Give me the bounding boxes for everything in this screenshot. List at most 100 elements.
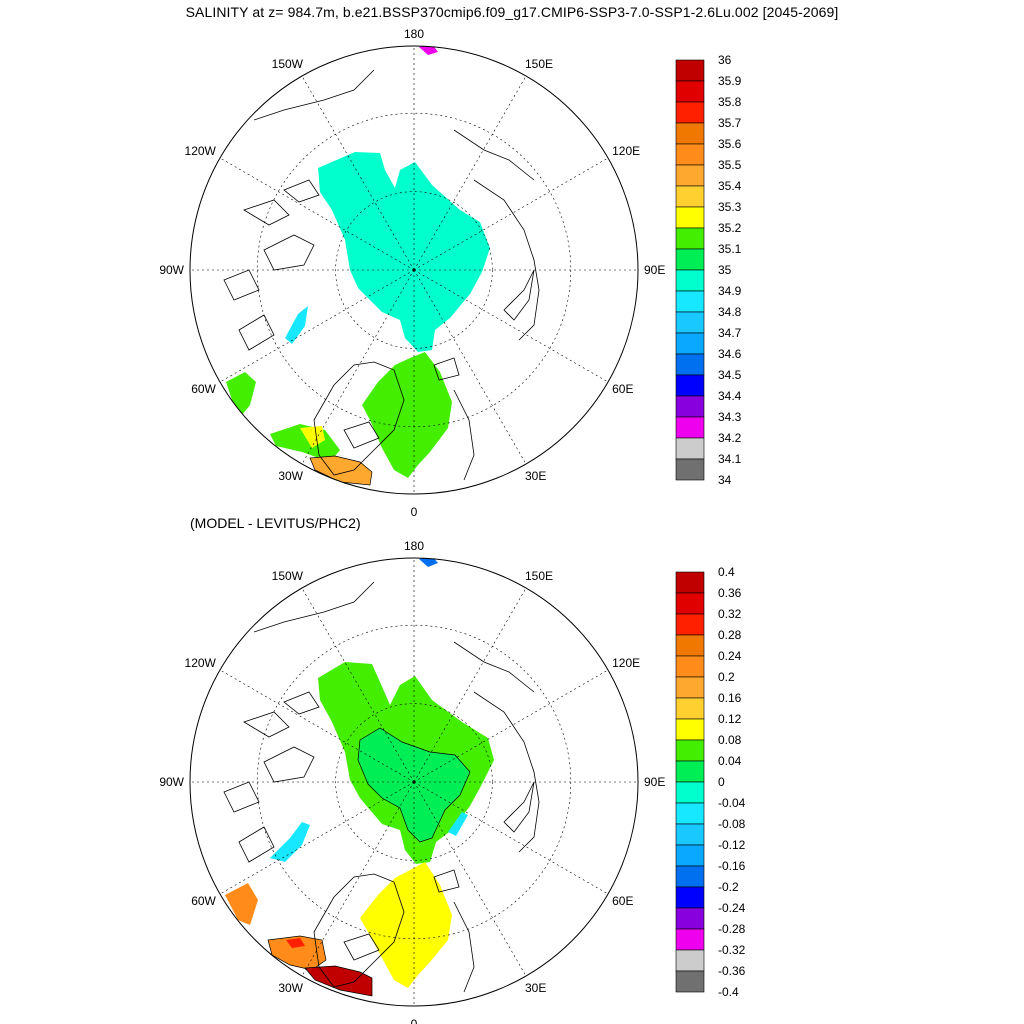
longitude-label: 90W xyxy=(159,263,184,277)
colorbar-swatch xyxy=(675,655,705,678)
graticule-bottom xyxy=(190,558,638,1006)
colorbar-swatch xyxy=(675,164,705,187)
longitude-label: 180 xyxy=(404,27,424,41)
longitude-label: 90W xyxy=(159,775,184,789)
colorbar-swatch xyxy=(675,823,705,846)
colorbar-swatch xyxy=(675,718,705,741)
labrador-sea-field xyxy=(226,372,256,415)
colorbar-swatch xyxy=(675,227,705,250)
meridian-line xyxy=(413,669,609,783)
longitude-label: 120E xyxy=(612,656,640,670)
colorbar-label: -0.36 xyxy=(718,964,746,978)
meridian-line xyxy=(219,269,415,383)
coastline xyxy=(253,69,375,121)
coastline xyxy=(223,781,260,813)
colorbar-label: 0.16 xyxy=(718,691,742,705)
coastline xyxy=(453,129,535,181)
top-salinity-map: 180 150E 120E 90E 60E 30E 0 30W 60W 90W 120W 150W xyxy=(159,27,665,519)
north-atlantic-field-yellow xyxy=(300,426,325,448)
colorbar-label: -0.32 xyxy=(718,943,746,957)
colorbar-swatch xyxy=(675,374,705,397)
meridian-line xyxy=(413,75,527,271)
colorbar-label: 35.7 xyxy=(718,116,742,130)
nordic-seas-diff-field xyxy=(360,862,452,988)
meridian-line xyxy=(413,269,527,465)
baffin-bay-field xyxy=(285,306,308,344)
longitude-label: 90E xyxy=(644,775,665,789)
longitude-label: 120W xyxy=(185,144,217,158)
meridian-line xyxy=(413,269,609,383)
longitude-label: 60W xyxy=(191,382,216,396)
colorbar-label: 34.8 xyxy=(718,305,742,319)
longitude-label: 120E xyxy=(612,144,640,158)
longitude-labels-top: 180 150E 120E 90E 60E 30E 0 30W 60W 90W 120W 150W xyxy=(159,27,665,519)
colorbar-swatch xyxy=(675,907,705,930)
coastline xyxy=(453,641,535,693)
colorbar-swatch xyxy=(675,395,705,418)
longitude-label: 60E xyxy=(612,894,633,908)
bottom-colorbar: 0.4 0.36 0.32 0.28 0.24 0.2 0.16 0.12 0.08 0.04 0 -… xyxy=(675,565,746,999)
longitude-label: 150E xyxy=(525,57,553,71)
colorbar-swatch xyxy=(675,80,705,103)
colorbar-swatch xyxy=(675,865,705,888)
colorbar-swatch xyxy=(675,206,705,229)
latitude-circle xyxy=(335,703,493,861)
colorbar-label: -0.28 xyxy=(718,922,746,936)
colorbar-label: -0.24 xyxy=(718,901,746,915)
longitude-label: 150W xyxy=(272,569,304,583)
colorbar-swatch xyxy=(675,634,705,657)
coastline xyxy=(343,933,380,961)
colorbar-swatch xyxy=(675,311,705,334)
bottom-difference-map: 180 150E 120E 90E 60E 30E 0 30W 60W 90W 120W 150W xyxy=(159,539,665,1024)
coastline xyxy=(453,901,475,993)
longitude-label: 60E xyxy=(612,382,633,396)
longitude-label: 30E xyxy=(525,469,546,483)
colorbar-swatch xyxy=(675,458,705,481)
top-colorbar: 36 35.9 35.8 35.7 35.6 35.5 35.4 35.3 35.2 35.1 35… xyxy=(675,53,742,487)
colorbar-label: 0.32 xyxy=(718,607,742,621)
colorbar-swatch xyxy=(675,613,705,636)
coastline xyxy=(313,873,405,988)
colorbar-swatch xyxy=(675,760,705,783)
baffin-bay-diff-field xyxy=(270,822,310,862)
meridian-line xyxy=(219,669,415,783)
labrador-diff-field xyxy=(225,883,258,925)
colorbar-label: -0.08 xyxy=(718,817,746,831)
meridian-line xyxy=(219,157,415,271)
colorbar-swatch xyxy=(675,949,705,972)
meridian-line xyxy=(301,269,415,465)
colorbar-swatch xyxy=(675,928,705,951)
graticule-top xyxy=(190,46,638,494)
colorbar-label: 35.3 xyxy=(718,200,742,214)
colorbar-label: 35.2 xyxy=(718,221,742,235)
colorbar-swatch xyxy=(675,185,705,208)
meridian-line xyxy=(301,587,415,783)
meridian-line xyxy=(219,781,415,895)
colorbar-label: 34.2 xyxy=(718,431,742,445)
colorbar-label: 35.1 xyxy=(718,242,742,256)
coastline xyxy=(243,711,290,738)
longitude-label: 30W xyxy=(278,981,303,995)
coastline xyxy=(263,234,315,271)
colorbar-label: 34.7 xyxy=(718,326,742,340)
colorbar-label: -0.04 xyxy=(718,796,746,810)
colorbar-swatch xyxy=(675,353,705,376)
arctic-basin-field xyxy=(318,152,490,352)
coastline xyxy=(263,746,315,783)
coastline xyxy=(343,421,380,449)
nordic-seas-field xyxy=(362,352,452,478)
colorbar-swatch xyxy=(675,290,705,313)
colorbar-label: 35.5 xyxy=(718,158,742,172)
colorbar-label: 34.6 xyxy=(718,347,742,361)
coastline xyxy=(253,581,375,633)
colorbar-swatch xyxy=(675,802,705,825)
arctic-inner-contour-field xyxy=(357,727,471,843)
coastline xyxy=(243,199,290,226)
colorbar-label: 0 xyxy=(718,775,725,789)
colorbar-label: 34.5 xyxy=(718,368,742,382)
colorbar-swatch xyxy=(675,886,705,909)
north-atlantic-field-orange xyxy=(309,455,373,486)
latitude-circle xyxy=(335,191,493,349)
colorbar-label: 34.4 xyxy=(718,389,742,403)
